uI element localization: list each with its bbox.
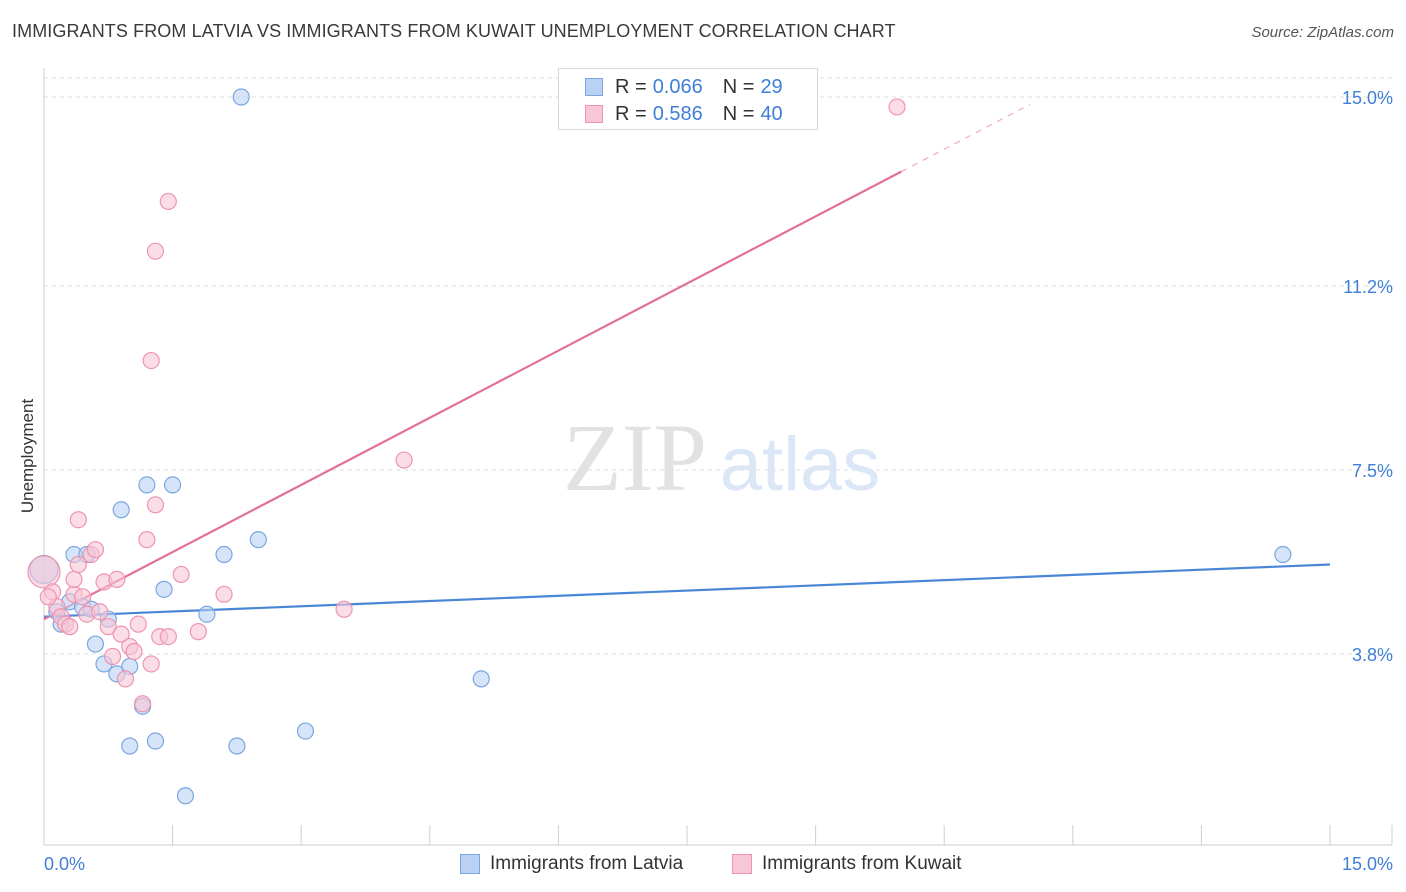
legend-swatch-kuwait: [585, 105, 603, 123]
kuwait-trendline: [43, 170, 902, 621]
latvia-point: [138, 476, 156, 494]
bottom-legend-kuwait: Immigrants from Kuwait: [732, 852, 962, 876]
kuwait-point: [91, 603, 109, 621]
kuwait-point: [69, 511, 87, 529]
bottom-legend-label-latvia: Immigrants from Latvia: [490, 853, 684, 874]
y-tick-label: 11.2%: [1343, 277, 1393, 297]
kuwait-point: [73, 588, 92, 606]
correlation-legend: R = 0.066 N = 29 R = 0.586 N = 40: [558, 68, 818, 130]
points: [27, 88, 1292, 805]
latvia-point: [146, 732, 165, 750]
x-tick-labels: 0.0% 15.0%: [44, 854, 1393, 874]
legend-row-latvia: R = 0.066 N = 29: [585, 74, 783, 100]
bottom-legend-label-kuwait: Immigrants from Kuwait: [762, 853, 962, 874]
kuwait-point: [138, 531, 156, 549]
kuwait-point: [103, 647, 122, 666]
legend-n-label: N =: [722, 75, 755, 98]
kuwait-point: [172, 565, 190, 584]
kuwait-point: [86, 540, 105, 559]
legend-swatch-latvia: [585, 78, 603, 96]
kuwait-point: [125, 642, 143, 661]
kuwait-point: [189, 623, 207, 641]
latvia-point: [155, 580, 173, 598]
bottom-legend-swatch-latvia: [460, 854, 480, 874]
kuwait-point: [888, 98, 906, 116]
legend-r-label: R =: [615, 75, 647, 98]
chart-title: IMMIGRANTS FROM LATVIA VS IMMIGRANTS FRO…: [12, 21, 896, 41]
source-label: Source: ZipAtlas.com: [1251, 24, 1394, 41]
kuwait-point: [395, 451, 413, 469]
legend-row-kuwait: R = 0.586 N = 40: [585, 101, 783, 127]
kuwait-point: [159, 192, 177, 211]
kuwait-point: [129, 615, 147, 633]
kuwait-point: [146, 242, 165, 260]
latvia-point: [215, 545, 233, 564]
kuwait-point: [146, 496, 165, 514]
kuwait-point: [142, 351, 160, 370]
y-tick-labels: 3.8% 7.5% 11.2% 15.0%: [1342, 88, 1393, 665]
latvia-point: [86, 635, 105, 653]
kuwait-point: [108, 570, 126, 589]
kuwait-point: [116, 670, 135, 688]
x-tick-label: 15.0%: [1342, 854, 1393, 874]
kuwait-point: [99, 618, 117, 636]
watermark: ZIP atlas: [563, 404, 880, 511]
latvia-point: [176, 787, 195, 805]
kuwait-trendline-extension: [901, 103, 1031, 173]
x-tick-label: 0.0%: [44, 854, 85, 874]
kuwait-point: [27, 555, 61, 589]
bottom-legend-swatch-kuwait: [732, 854, 752, 874]
latvia-point: [112, 501, 130, 519]
watermark-zip: ZIP: [563, 404, 707, 511]
kuwait-point: [142, 655, 160, 673]
legend-r-value: 0.066: [652, 75, 703, 98]
latvia-trendline: [43, 563, 1331, 618]
kuwait-point: [335, 600, 353, 618]
kuwait-point: [61, 618, 79, 636]
trendlines: [43, 103, 1331, 621]
bottom-legend-latvia: Immigrants from Latvia: [460, 852, 683, 876]
kuwait-point: [133, 695, 152, 713]
latvia-point: [232, 88, 250, 106]
kuwait-point: [39, 588, 57, 606]
gridlines: [44, 77, 1392, 655]
kuwait-point: [215, 585, 233, 603]
y-tick-label: 15.0%: [1342, 88, 1393, 108]
latvia-point: [1274, 545, 1292, 564]
latvia-point: [249, 531, 267, 549]
latvia-point: [121, 737, 139, 755]
latvia-point: [228, 737, 246, 755]
legend-n-value: 29: [760, 75, 783, 98]
latvia-point: [296, 722, 315, 740]
latvia-point: [472, 670, 490, 688]
kuwait-point: [159, 627, 177, 646]
kuwait-point: [112, 625, 130, 643]
legend-n-value: 40: [760, 102, 783, 125]
kuwait-point: [69, 555, 87, 574]
y-tick-label: 3.8%: [1352, 645, 1393, 665]
kuwait-point: [65, 570, 83, 589]
legend-r-label: R =: [615, 102, 647, 125]
watermark-atlas: atlas: [720, 422, 881, 507]
latvia-point: [164, 476, 182, 494]
latvia-point: [198, 605, 216, 623]
y-tick-label: 7.5%: [1352, 461, 1393, 481]
legend-n-label: N =: [722, 102, 755, 125]
axes: [43, 68, 1393, 846]
legend-r-value: 0.586: [652, 102, 703, 125]
